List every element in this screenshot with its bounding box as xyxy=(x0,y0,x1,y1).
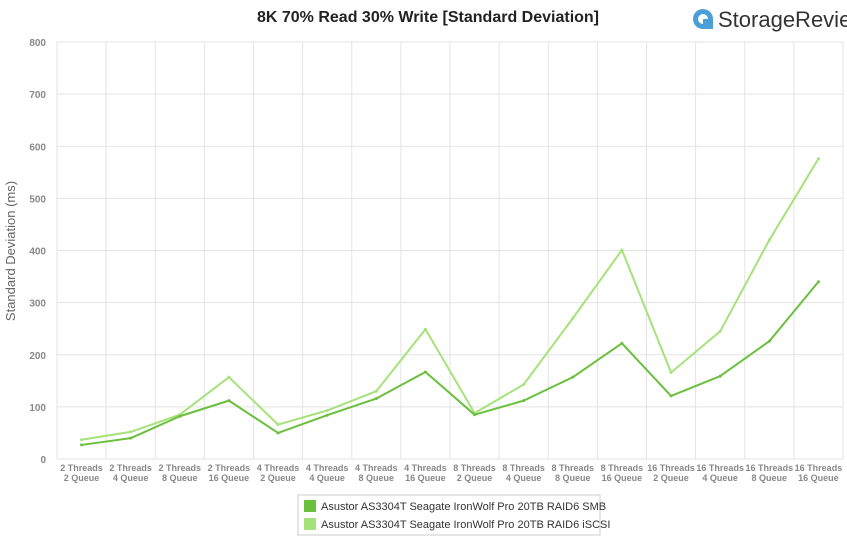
data-point[interactable] xyxy=(718,374,722,378)
series-0 xyxy=(80,280,820,447)
data-point[interactable] xyxy=(276,431,280,435)
data-point[interactable] xyxy=(374,397,378,401)
chart-title: 8K 70% Read 30% Write [Standard Deviatio… xyxy=(257,9,599,26)
legend-swatch xyxy=(304,500,316,512)
data-point[interactable] xyxy=(816,280,820,284)
axes: 0 100 200 300 400 500 600 700 800 2 Threads 2 Queu… xyxy=(29,38,842,483)
x-tick-label: 16 Threads 16 Queue xyxy=(795,463,843,483)
y-tick-label: 100 xyxy=(29,403,46,414)
y-tick-label: 300 xyxy=(29,299,46,310)
data-point[interactable] xyxy=(325,409,329,413)
data-point[interactable] xyxy=(276,423,280,427)
x-tick-label: 16 Threads 4 Queue xyxy=(696,463,744,483)
legend-item[interactable]: Asustor AS3304T Seagate IronWolf Pro 20T… xyxy=(304,518,610,531)
data-point[interactable] xyxy=(374,389,378,393)
data-point[interactable] xyxy=(129,436,133,440)
data-point[interactable] xyxy=(571,375,575,379)
data-point[interactable] xyxy=(620,341,624,345)
x-tick-label: 2 Threads 8 Queue xyxy=(159,463,202,483)
y-tick-label: 800 xyxy=(29,38,46,49)
y-axis-label: Standard Deviation (ms) xyxy=(3,181,18,321)
legend-item[interactable]: Asustor AS3304T Seagate IronWolf Pro 20T… xyxy=(304,500,606,513)
grid xyxy=(56,41,844,460)
data-point[interactable] xyxy=(423,370,427,374)
series-line xyxy=(81,281,820,446)
x-tick-label: 8 Threads 2 Queue xyxy=(453,463,496,483)
x-tick-label: 16 Threads 2 Queue xyxy=(647,463,695,483)
data-point[interactable] xyxy=(767,339,771,343)
data-point[interactable] xyxy=(423,327,427,331)
storagereview-logo-icon xyxy=(693,9,713,29)
data-point[interactable] xyxy=(522,399,526,403)
data-point[interactable] xyxy=(473,413,477,417)
x-tick-label: 4 Threads 2 Queue xyxy=(257,463,300,483)
x-tick-label: 8 Threads 8 Queue xyxy=(552,463,595,483)
x-tick-label: 2 Threads 16 Queue xyxy=(208,463,251,483)
x-tick-label: 2 Threads 4 Queue xyxy=(109,463,152,483)
data-point[interactable] xyxy=(227,375,231,379)
brand-name: StorageReview xyxy=(718,7,847,32)
data-point[interactable] xyxy=(718,329,722,333)
y-tick-label: 0 xyxy=(40,455,46,466)
legend-label: Asustor AS3304T Seagate IronWolf Pro 20T… xyxy=(321,519,610,531)
data-point[interactable] xyxy=(325,413,329,417)
data-point[interactable] xyxy=(80,443,84,447)
data-point[interactable] xyxy=(669,370,673,374)
legend-label: Asustor AS3304T Seagate IronWolf Pro 20T… xyxy=(321,501,606,513)
brand-logo: StorageReview xyxy=(693,7,847,32)
legend-swatch xyxy=(304,518,316,530)
data-point[interactable] xyxy=(178,414,182,418)
y-tick-label: 700 xyxy=(29,90,46,101)
x-tick-label: 8 Threads 16 Queue xyxy=(601,463,644,483)
x-tick-label: 2 Threads 2 Queue xyxy=(60,463,103,483)
data-point[interactable] xyxy=(669,394,673,398)
series xyxy=(80,157,820,447)
y-tick-label: 600 xyxy=(29,142,46,153)
data-point[interactable] xyxy=(227,399,231,403)
x-tick-label: 4 Threads 8 Queue xyxy=(355,463,398,483)
data-point[interactable] xyxy=(620,248,624,252)
x-tick-label: 8 Threads 4 Queue xyxy=(502,463,545,483)
series-line xyxy=(81,158,820,441)
y-tick-label: 200 xyxy=(29,351,46,362)
data-point[interactable] xyxy=(767,238,771,242)
data-point[interactable] xyxy=(522,382,526,386)
x-tick-label: 16 Threads 8 Queue xyxy=(746,463,794,483)
data-point[interactable] xyxy=(129,430,133,434)
y-tick-label: 500 xyxy=(29,194,46,205)
x-tick-label: 4 Threads 16 Queue xyxy=(404,463,447,483)
data-point[interactable] xyxy=(571,316,575,320)
legend-box xyxy=(297,494,601,536)
y-tick-label: 400 xyxy=(29,247,46,258)
data-point[interactable] xyxy=(816,157,820,161)
data-point[interactable] xyxy=(80,438,84,442)
legend: Asustor AS3304T Seagate IronWolf Pro 20T… xyxy=(297,494,610,536)
x-tick-label: 4 Threads 4 Queue xyxy=(306,463,349,483)
